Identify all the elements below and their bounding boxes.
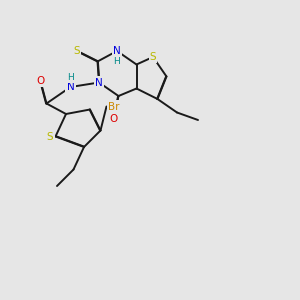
Text: N: N	[95, 77, 103, 88]
Text: S: S	[73, 46, 80, 56]
Text: N: N	[67, 82, 74, 92]
Text: O: O	[110, 113, 118, 124]
Text: Br: Br	[108, 101, 120, 112]
Text: S: S	[47, 131, 53, 142]
Text: N: N	[113, 46, 121, 56]
Text: S: S	[150, 52, 156, 62]
Text: H: H	[67, 73, 74, 82]
Text: O: O	[36, 76, 45, 86]
Text: H: H	[114, 57, 120, 66]
